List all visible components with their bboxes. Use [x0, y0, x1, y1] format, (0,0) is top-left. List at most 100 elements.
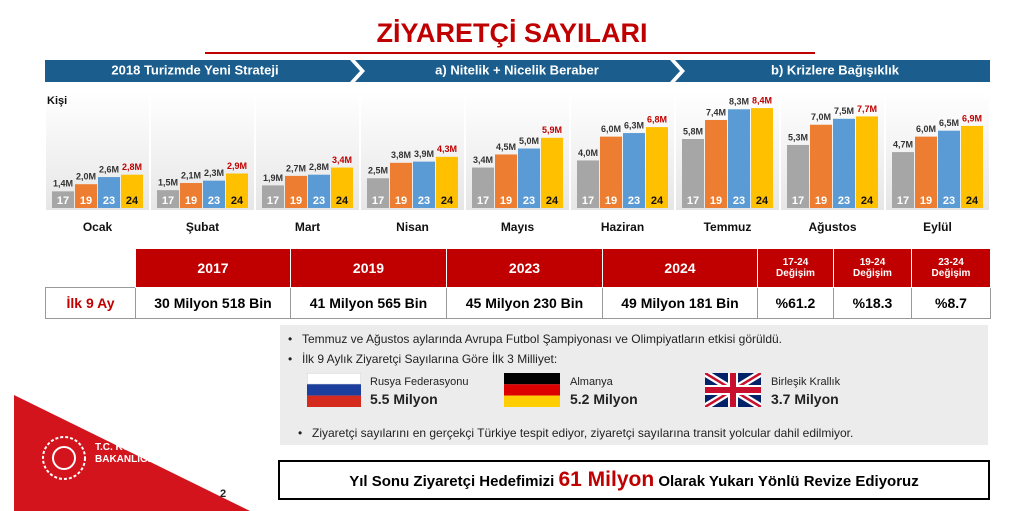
bar — [810, 124, 832, 208]
bar — [331, 167, 353, 208]
cell: %61.2 — [757, 287, 834, 319]
note: İlk 9 Aylık Ziyaretçi Sayılarına Göre İl… — [302, 352, 558, 366]
bar-series-label: 19 — [920, 195, 932, 207]
value-label: 6,0M — [601, 124, 621, 134]
bar — [390, 162, 412, 208]
bar-series-label: 24 — [651, 195, 664, 207]
value-label: 2,8M — [122, 162, 142, 172]
value-label: 7,7M — [857, 104, 877, 114]
bar-series-label: 24 — [441, 195, 454, 207]
corner-brand: T.C. KÜLTÜR VE TURİZM BAKANLIĞI 2 — [14, 395, 250, 511]
bar-series-label: 17 — [792, 195, 804, 207]
bar — [961, 125, 983, 208]
bar — [892, 152, 914, 208]
bar-series-label: 19 — [710, 195, 722, 207]
table-header: 2017 2019 2023 2024 17-24 Değişim 19-24 … — [45, 248, 991, 288]
bar-series-label: 19 — [80, 195, 92, 207]
bar-series-label: 23 — [208, 195, 220, 207]
bar — [728, 109, 750, 208]
bullet: • — [288, 352, 293, 366]
logo — [42, 436, 86, 480]
bar-series-label: 24 — [966, 195, 979, 207]
empty-cell — [45, 248, 136, 288]
logo — [52, 446, 76, 470]
header-cell: 2019 — [290, 248, 447, 288]
bar-series-label: 17 — [57, 195, 69, 207]
strategy-band — [675, 60, 990, 82]
bar — [413, 161, 435, 208]
bar-series-label: 19 — [815, 195, 827, 207]
banner-text: Olarak Yukarı Yönlü Revize Ediyoruz — [654, 473, 919, 490]
bar — [938, 130, 960, 208]
chart: ZİYARETÇİ SAYILARI 2018 Turizmde Yeni St… — [45, 18, 990, 234]
value-label: 6,0M — [916, 124, 936, 134]
x-tick-label: Nisan — [396, 220, 429, 234]
value-label: 1,5M — [158, 178, 178, 188]
cell: 30 Milyon 518 Bin — [135, 287, 291, 319]
bar — [646, 127, 668, 208]
bar — [157, 190, 179, 208]
country-value: 3.7 Milyon — [771, 391, 839, 407]
bar — [915, 136, 937, 208]
bar-series-label: 19 — [605, 195, 617, 207]
value-label: 8,4M — [752, 95, 772, 105]
bar-series-label: 17 — [162, 195, 174, 207]
bar-series-label: 17 — [687, 195, 699, 207]
value-label: 3,4M — [332, 155, 352, 165]
value-label: 5,9M — [542, 125, 562, 135]
bar-series-label: 19 — [500, 195, 512, 207]
bar-series-label: 23 — [733, 195, 745, 207]
value-label: 1,4M — [53, 179, 73, 189]
country-name: Almanya — [570, 376, 613, 388]
value-label: 4,5M — [496, 142, 516, 152]
bullet: • — [288, 332, 293, 346]
bar — [705, 119, 727, 208]
bar — [308, 174, 330, 208]
banner-highlight: 61 Milyon — [558, 468, 655, 491]
country-value: 5.2 Milyon — [570, 391, 638, 407]
bar-series-label: 24 — [231, 195, 244, 207]
bar — [495, 154, 517, 208]
value-label: 5,3M — [788, 132, 808, 142]
ministry-name: T.C. KÜLTÜR VE TURİZM BAKANLIĞI — [95, 440, 213, 465]
country-value: 5.5 Milyon — [370, 391, 438, 407]
value-label: 6,9M — [962, 113, 982, 123]
value-label: 3,9M — [414, 149, 434, 159]
bar — [203, 180, 225, 208]
strategy-label: a) Nitelik + Nicelik Beraber — [435, 62, 599, 77]
bar — [367, 178, 389, 208]
bar — [52, 191, 74, 208]
bar-series-label: 23 — [628, 195, 640, 207]
bar — [682, 139, 704, 208]
value-label: 4,7M — [893, 139, 913, 149]
value-label: 8,3M — [729, 97, 749, 107]
value-label: 4,3M — [437, 144, 457, 154]
bar-series-label: 24 — [336, 195, 349, 207]
bar-series-label: 24 — [126, 195, 139, 207]
bar — [180, 183, 202, 208]
bar — [75, 184, 97, 208]
bar — [518, 148, 540, 208]
x-tick-label: Haziran — [601, 220, 644, 234]
ministry-line: T.C. KÜLTÜR VE TURİZM — [95, 440, 213, 453]
country-name: Rusya Federasyonu — [370, 376, 469, 388]
bar — [856, 116, 878, 208]
y-axis-label: Kişi — [47, 95, 67, 107]
flag-germany — [504, 373, 560, 407]
value-label: 4,0M — [578, 148, 598, 158]
value-label: 2,3M — [204, 168, 224, 178]
cell: 49 Milyon 181 Bin — [602, 287, 758, 319]
x-tick-label: Ağustos — [809, 220, 857, 234]
header-cell: 2023 — [446, 248, 603, 288]
value-label: 7,5M — [834, 106, 854, 116]
flag-russia — [307, 373, 361, 407]
bar-series-label: 24 — [861, 195, 874, 207]
bar — [285, 175, 307, 208]
value-label: 2,8M — [309, 162, 329, 172]
bar — [787, 144, 809, 208]
bar — [623, 133, 645, 208]
note: Temmuz ve Ağustos aylarında Avrupa Futbo… — [302, 332, 783, 346]
value-label: 2,1M — [181, 170, 201, 180]
strategy-label: b) Krizlere Bağışıklık — [771, 62, 900, 77]
